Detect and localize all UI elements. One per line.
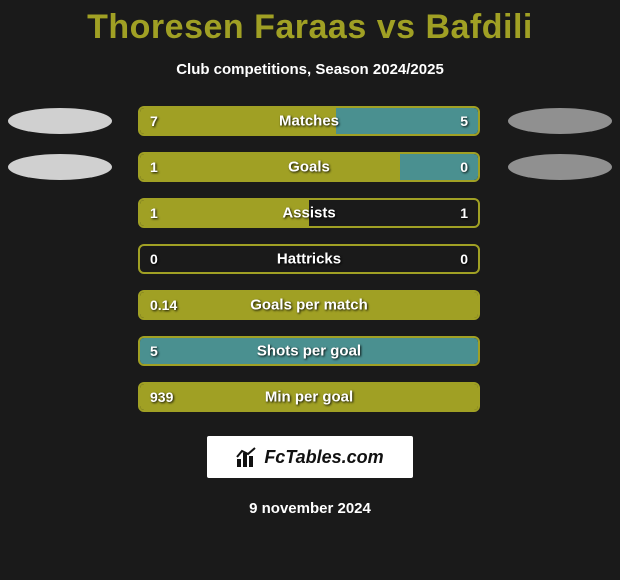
stat-row: 1 1 Assists bbox=[0, 198, 620, 228]
stat-left-value: 1 bbox=[150, 205, 158, 221]
stat-left-value: 1 bbox=[150, 159, 158, 175]
brand-badge: FcTables.com bbox=[207, 436, 413, 478]
stat-bar: 1 1 Assists bbox=[138, 198, 480, 228]
stat-label: Goals per match bbox=[250, 297, 368, 314]
left-team-marker bbox=[8, 154, 112, 180]
stat-row: 0 0 Hattricks bbox=[0, 244, 620, 274]
comparison-subtitle: Club competitions, Season 2024/2025 bbox=[0, 61, 620, 78]
right-team-marker bbox=[508, 154, 612, 180]
chart-icon bbox=[236, 447, 258, 467]
comparison-title: Thoresen Faraas vs Bafdili bbox=[0, 0, 620, 47]
stat-label: Matches bbox=[279, 113, 339, 130]
stat-left-value: 7 bbox=[150, 113, 158, 129]
stat-bar: 7 5 Matches bbox=[138, 106, 480, 136]
stat-row: 5 Shots per goal bbox=[0, 336, 620, 366]
stat-bar: 0.14 Goals per match bbox=[138, 290, 480, 320]
stat-label: Min per goal bbox=[265, 389, 353, 406]
stat-label: Shots per goal bbox=[257, 343, 361, 360]
stat-right-value: 1 bbox=[460, 205, 468, 221]
right-team-marker bbox=[508, 108, 612, 134]
stat-left-value: 939 bbox=[150, 389, 173, 405]
stat-bar: 939 Min per goal bbox=[138, 382, 480, 412]
comparison-chart: 7 5 Matches 1 0 Goals 1 1 Assists 0 0 Hattricks 0.14… bbox=[0, 106, 620, 412]
stat-left-value: 5 bbox=[150, 343, 158, 359]
stat-label: Assists bbox=[282, 205, 335, 222]
footer-date: 9 november 2024 bbox=[0, 500, 620, 517]
stat-right-value: 0 bbox=[460, 251, 468, 267]
stat-label: Goals bbox=[288, 159, 330, 176]
stat-right-value: 0 bbox=[460, 159, 468, 175]
stat-bar: 5 Shots per goal bbox=[138, 336, 480, 366]
stat-row: 939 Min per goal bbox=[0, 382, 620, 412]
stat-label: Hattricks bbox=[277, 251, 341, 268]
left-team-marker bbox=[8, 108, 112, 134]
stat-bar-right bbox=[336, 108, 478, 134]
stat-left-value: 0 bbox=[150, 251, 158, 267]
stat-bar: 0 0 Hattricks bbox=[138, 244, 480, 274]
stat-bar: 1 0 Goals bbox=[138, 152, 480, 182]
stat-left-value: 0.14 bbox=[150, 297, 177, 313]
brand-text: FcTables.com bbox=[264, 447, 383, 468]
stat-right-value: 5 bbox=[460, 113, 468, 129]
stat-row: 7 5 Matches bbox=[0, 106, 620, 136]
stat-row: 0.14 Goals per match bbox=[0, 290, 620, 320]
stat-bar-left bbox=[140, 154, 400, 180]
stat-row: 1 0 Goals bbox=[0, 152, 620, 182]
